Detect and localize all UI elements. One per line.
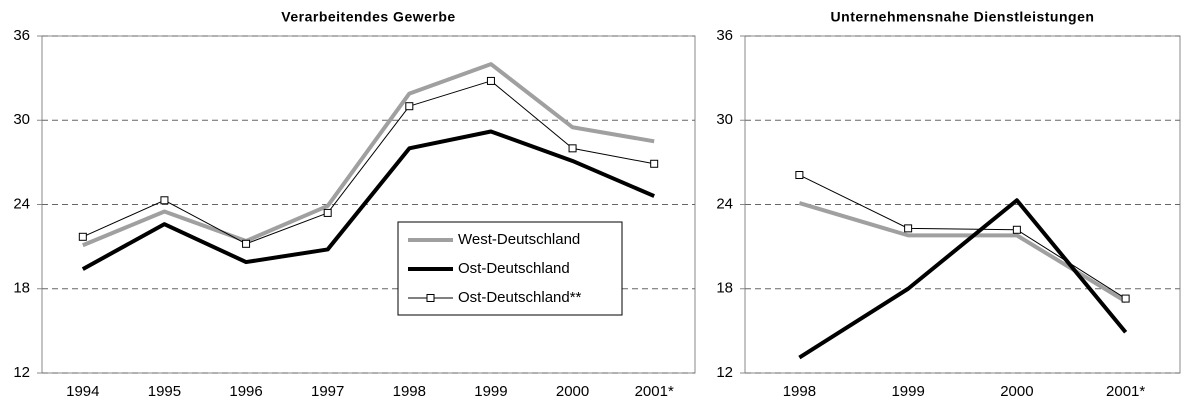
- point-marker: [795, 171, 804, 180]
- point-marker: [242, 239, 251, 248]
- x-tick-label: 2000: [1000, 383, 1033, 400]
- point-marker: [1121, 294, 1130, 303]
- series-line: [799, 174, 1126, 300]
- point-marker: [568, 144, 577, 153]
- y-tick-label: 36: [716, 27, 733, 44]
- x-tick-label: 2001*: [1106, 383, 1145, 400]
- x-tick-label: 1999: [474, 383, 507, 400]
- chart-title: Verarbeitendes Gewerbe: [281, 9, 455, 25]
- point-marker: [650, 159, 659, 168]
- point-marker: [405, 102, 414, 111]
- x-tick-label: 2001*: [635, 383, 674, 400]
- series-line: [82, 80, 655, 245]
- x-tick-label: 1995: [148, 383, 181, 400]
- legend-label: Ost-Deutschland**: [458, 289, 582, 306]
- x-tick-label: 1997: [311, 383, 344, 400]
- legend-marker: [426, 294, 435, 302]
- y-tick-label: 24: [13, 195, 30, 212]
- chart: Verarbeitendes Gewerbe 12 18 24 30 36 1994 1995…: [13, 9, 696, 400]
- point-marker: [904, 224, 913, 233]
- y-tick-label: 24: [716, 195, 733, 212]
- series-line: [81, 129, 655, 271]
- y-tick-label: 12: [716, 364, 733, 381]
- series-line: [798, 198, 1128, 360]
- chart: Unternehmensnahe Dienstleistungen 12 18 24 3…: [716, 9, 1181, 400]
- y-tick-label: 18: [716, 280, 733, 297]
- chart-title: Unternehmensnahe Dienstleistungen: [831, 9, 1095, 25]
- x-tick-label: 1998: [783, 383, 816, 400]
- point-marker: [78, 232, 87, 241]
- y-tick-label: 36: [13, 27, 30, 44]
- x-tick-label: 1999: [891, 383, 924, 400]
- point-marker: [323, 208, 332, 217]
- legend-label: Ost-Deutschland: [458, 260, 570, 277]
- y-tick-label: 12: [13, 364, 30, 381]
- y-tick-label: 18: [13, 280, 30, 297]
- x-tick-label: 1994: [66, 383, 99, 400]
- x-tick-label: 1996: [229, 383, 262, 400]
- series-line: [82, 62, 655, 248]
- x-tick-label: 2000: [556, 383, 589, 400]
- series-line: [798, 201, 1127, 304]
- x-tick-label: 1998: [393, 383, 426, 400]
- legend-label: West-Deutschland: [458, 231, 580, 248]
- y-tick-label: 30: [716, 111, 733, 128]
- point-marker: [1012, 225, 1021, 234]
- point-marker: [160, 196, 169, 205]
- point-marker: [486, 76, 495, 85]
- y-tick-label: 30: [13, 111, 30, 128]
